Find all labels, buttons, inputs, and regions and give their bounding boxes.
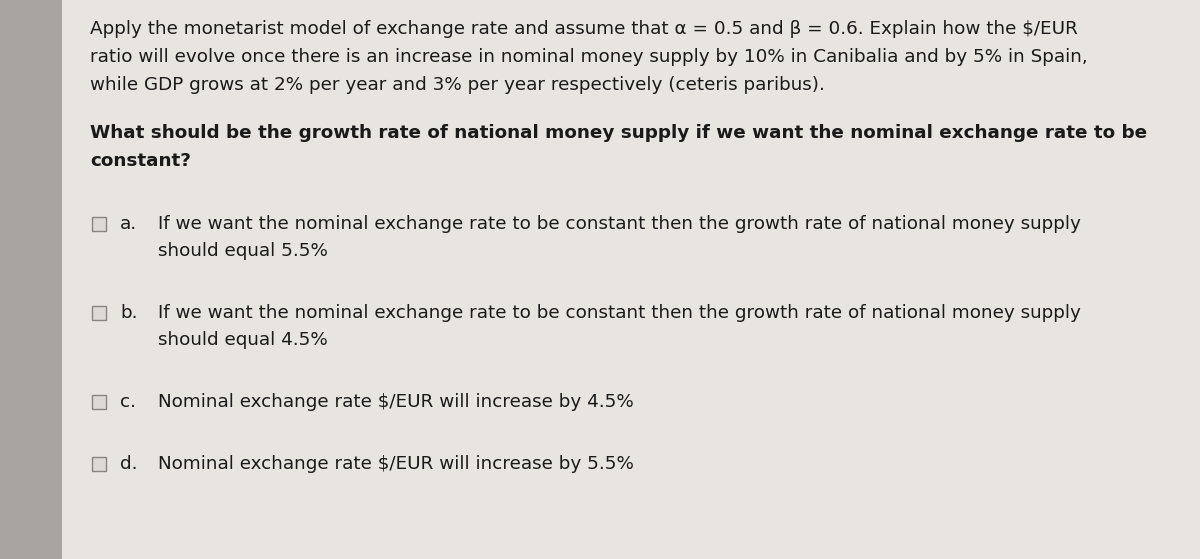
Bar [0,0,62,559]
Text: Nominal exchange rate $/EUR will increase by 4.5%: Nominal exchange rate $/EUR will increas… [158,393,634,411]
Text: ratio will evolve once there is an increase in nominal money supply by 10% in Ca: ratio will evolve once there is an incre… [90,48,1087,66]
Text: Apply the monetarist model of exchange rate and assume that α = 0.5 and β = 0.6.: Apply the monetarist model of exchange r… [90,20,1078,38]
Text: If we want the nominal exchange rate to be constant then the growth rate of nati: If we want the nominal exchange rate to … [158,304,1081,322]
Text: d.: d. [120,455,138,473]
Text: should equal 5.5%: should equal 5.5% [158,242,328,260]
Text: while GDP grows at 2% per year and 3% per year respectively (ceteris paribus).: while GDP grows at 2% per year and 3% pe… [90,76,824,94]
Bar [92,217,106,231]
Text: b.: b. [120,304,138,322]
Bar [92,306,106,320]
Text: What should be the growth rate of national money supply if we want the nominal e: What should be the growth rate of nation… [90,124,1147,142]
Text: should equal 4.5%: should equal 4.5% [158,331,328,349]
Bar [92,395,106,409]
Text: constant?: constant? [90,152,191,170]
Text: Nominal exchange rate $/EUR will increase by 5.5%: Nominal exchange rate $/EUR will increas… [158,455,634,473]
Text: If we want the nominal exchange rate to be constant then the growth rate of nati: If we want the nominal exchange rate to … [158,215,1081,233]
Text: c.: c. [120,393,136,411]
Bar [92,457,106,471]
Text: a.: a. [120,215,137,233]
